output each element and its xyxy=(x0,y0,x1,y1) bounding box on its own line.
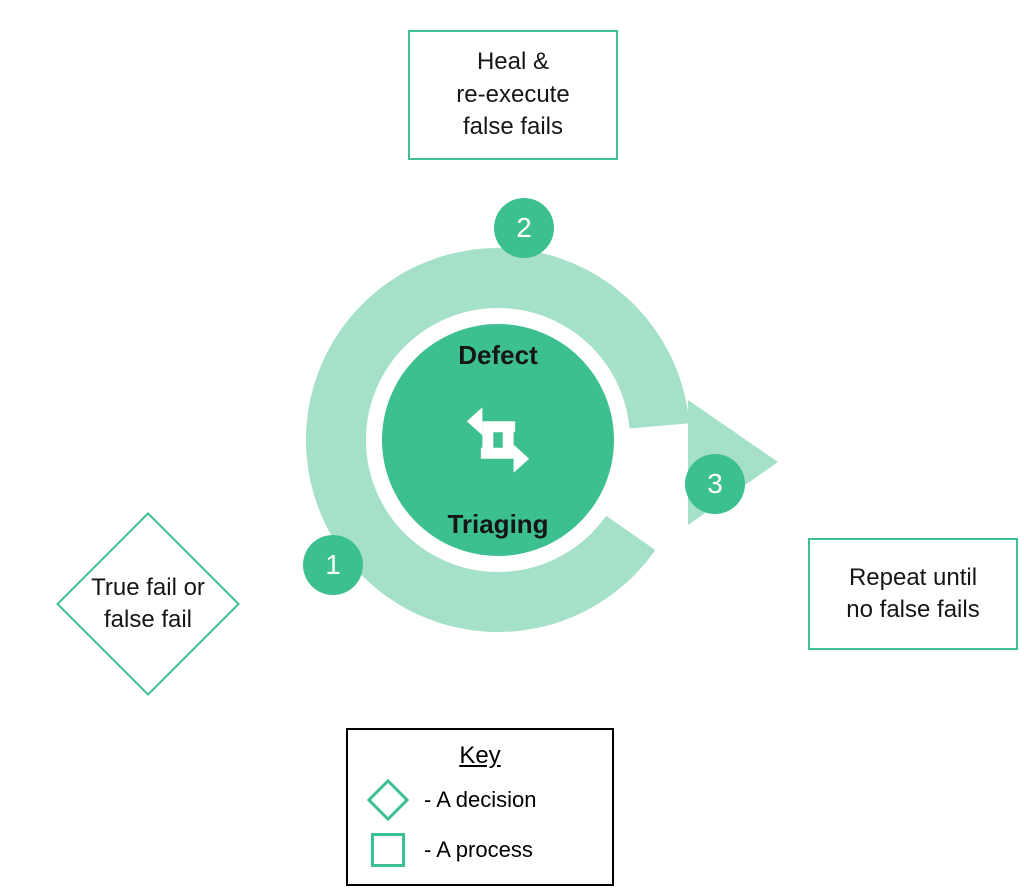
legend-key: Key - A decision - A process xyxy=(346,728,614,886)
center-title-bottom: Triaging xyxy=(447,509,548,540)
process-label: Heal &re-executefalse fails xyxy=(456,46,569,143)
decision-node: True fail orfalse fail xyxy=(56,512,240,696)
legend-label: - A decision xyxy=(424,787,537,813)
step-number: 2 xyxy=(516,212,532,244)
legend-diamond-icon xyxy=(367,779,409,821)
step-badge-1: 1 xyxy=(303,535,363,595)
step-number: 3 xyxy=(707,468,723,500)
decision-label: True fail orfalse fail xyxy=(91,572,205,637)
step-badge-3: 3 xyxy=(685,454,745,514)
center-title-top: Defect xyxy=(458,340,537,371)
legend-row-decision: - A decision xyxy=(366,778,594,822)
recycle-icon xyxy=(459,401,537,479)
legend-square-icon xyxy=(371,833,405,867)
legend-label: - A process xyxy=(424,837,533,863)
center-circle: Defect Triaging xyxy=(382,324,614,556)
legend-title: Key xyxy=(366,742,594,770)
step-number: 1 xyxy=(325,549,341,581)
process-label: Repeat untilno false fails xyxy=(846,562,979,627)
process-node-heal: Heal &re-executefalse fails xyxy=(408,30,618,160)
legend-row-process: - A process xyxy=(366,828,594,872)
process-node-repeat: Repeat untilno false fails xyxy=(808,538,1018,650)
step-badge-2: 2 xyxy=(494,198,554,258)
